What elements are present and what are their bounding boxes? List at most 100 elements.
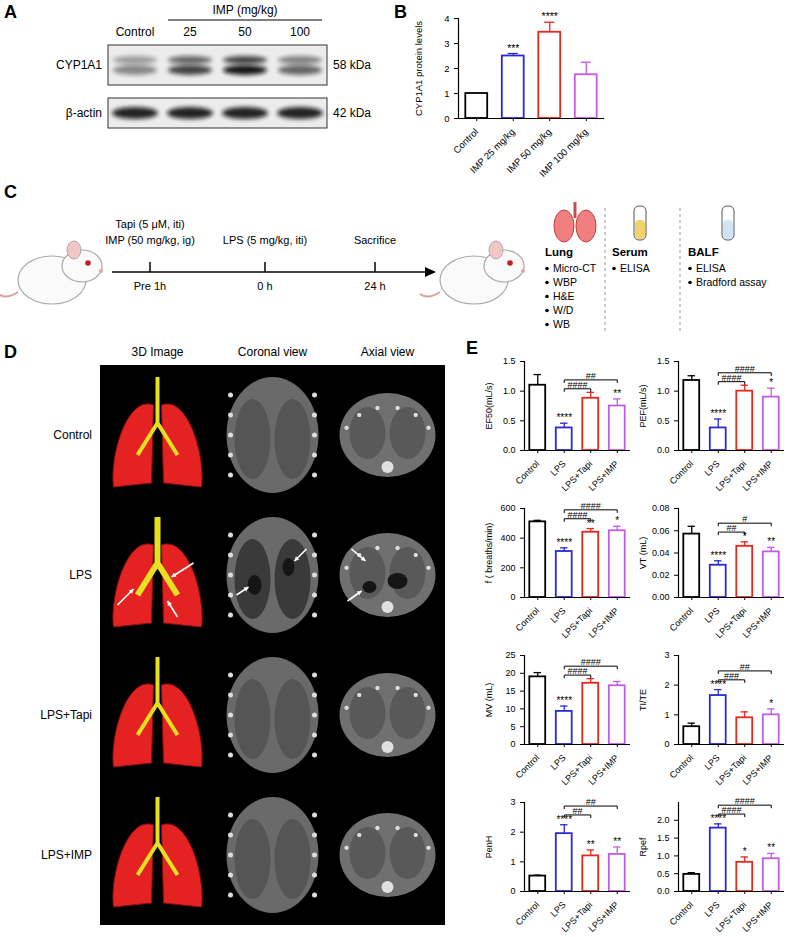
svg-text:LPS: LPS (703, 753, 722, 772)
svg-text:LPS+IMP: LPS+IMP (741, 606, 775, 639)
svg-text:0.5: 0.5 (503, 416, 516, 426)
svg-text:CYP1A1: CYP1A1 (56, 58, 102, 72)
svg-text:LPS: LPS (549, 606, 568, 625)
svg-text:EF50(mL/s): EF50(mL/s) (484, 382, 494, 429)
svg-text:****: **** (556, 695, 572, 706)
svg-text:0 h: 0 h (257, 280, 272, 292)
svg-text:LPS+IMP: LPS+IMP (587, 606, 621, 639)
svg-text:**: ** (613, 836, 621, 847)
svg-text:1: 1 (664, 710, 669, 720)
svg-text:**: ** (613, 388, 621, 399)
svg-text:0: 0 (510, 886, 515, 896)
svg-text:Control: Control (514, 459, 542, 487)
svg-text:Control: Control (668, 753, 696, 781)
svg-text:####: #### (721, 373, 741, 383)
svg-text:####: #### (735, 796, 755, 806)
svg-text:Control: Control (116, 25, 155, 39)
svg-text:3: 3 (510, 797, 515, 807)
svg-text:##: ## (740, 662, 750, 672)
svg-text:Axial view: Axial view (361, 345, 415, 359)
svg-text:1.5: 1.5 (657, 356, 670, 366)
svg-text:MV (mL): MV (mL) (484, 683, 494, 718)
svg-text:Control: Control (668, 606, 696, 634)
svg-text:Control: Control (668, 900, 696, 928)
svg-text:0.00: 0.00 (652, 592, 670, 602)
svg-text:1.0: 1.0 (657, 851, 670, 861)
svg-text:WB: WB (553, 318, 570, 330)
svg-text:####: #### (567, 510, 587, 520)
svg-text:2: 2 (664, 680, 669, 690)
svg-text:LPS+IMP: LPS+IMP (41, 848, 92, 862)
svg-text:24 h: 24 h (364, 280, 385, 292)
svg-text:Control: Control (53, 428, 92, 442)
svg-text:1.0: 1.0 (657, 386, 670, 396)
svg-text:##: ## (586, 371, 596, 381)
svg-text:4: 4 (444, 13, 449, 24)
svg-text:58 kDa: 58 kDa (333, 58, 371, 72)
svg-text:#: # (742, 514, 747, 524)
svg-text:**: ** (587, 839, 595, 850)
svg-text:0.06: 0.06 (652, 526, 670, 536)
svg-text:3: 3 (444, 38, 449, 49)
svg-text:LPS+Tapi: LPS+Tapi (40, 708, 92, 722)
svg-text:25: 25 (183, 25, 197, 39)
svg-text:LPS+IMP: LPS+IMP (741, 900, 775, 933)
svg-text:50: 50 (238, 25, 252, 39)
svg-text:0.02: 0.02 (652, 570, 670, 580)
svg-text:Sacrifice: Sacrifice (354, 234, 396, 246)
svg-text:D: D (4, 342, 17, 362)
svg-text:Control: Control (514, 606, 542, 634)
svg-text:Serum: Serum (612, 246, 648, 258)
svg-text:1: 1 (510, 857, 515, 867)
svg-text:Coronal view: Coronal view (238, 345, 308, 359)
svg-text:5: 5 (510, 722, 515, 732)
svg-text:42 kDa: 42 kDa (333, 106, 371, 120)
svg-text:***: *** (507, 42, 519, 54)
svg-text:LPS: LPS (703, 606, 722, 625)
svg-text:0: 0 (664, 739, 669, 749)
svg-text:C: C (4, 182, 17, 202)
svg-text:0: 0 (444, 113, 449, 124)
svg-text:LPS: LPS (549, 459, 568, 478)
svg-text:****: **** (710, 550, 726, 561)
svg-text:Control: Control (451, 126, 480, 155)
svg-text:LPS: LPS (69, 568, 92, 582)
svg-text:*: * (769, 698, 773, 709)
svg-text:β-actin: β-actin (66, 106, 102, 120)
svg-text:Control: Control (514, 753, 542, 781)
svg-text:LPS+IMP: LPS+IMP (587, 900, 621, 933)
svg-text:Tapi (5 μM, iti): Tapi (5 μM, iti) (115, 218, 184, 230)
svg-text:1.0: 1.0 (503, 386, 516, 396)
svg-text:A: A (4, 2, 17, 22)
svg-text:ELISA: ELISA (620, 262, 650, 274)
svg-text:100: 100 (290, 25, 310, 39)
svg-text:0.0: 0.0 (657, 445, 670, 455)
svg-text:####: #### (735, 364, 755, 374)
svg-text:##: ## (586, 797, 596, 807)
svg-text:*: * (615, 515, 619, 526)
svg-text:*: * (743, 846, 747, 857)
svg-text:H&E: H&E (553, 290, 575, 302)
svg-text:LPS (5 mg/kg, iti): LPS (5 mg/kg, iti) (223, 234, 307, 246)
svg-text:20: 20 (505, 668, 515, 678)
svg-text:2: 2 (510, 827, 515, 837)
svg-text:400: 400 (500, 533, 515, 543)
svg-text:Control: Control (514, 900, 542, 928)
svg-text:###: ### (724, 671, 739, 681)
svg-text:Rpef: Rpef (638, 837, 648, 857)
svg-text:0.0: 0.0 (503, 445, 516, 455)
svg-text:LPS+IMP: LPS+IMP (587, 753, 621, 786)
svg-text:**: ** (767, 842, 775, 853)
svg-text:600: 600 (500, 503, 515, 513)
svg-text:Control: Control (668, 459, 696, 487)
svg-text:Bradford assay: Bradford assay (696, 276, 767, 288)
svg-text:0.5: 0.5 (657, 869, 670, 879)
svg-text:####: #### (567, 666, 587, 676)
svg-text:f ( breaths/min): f ( breaths/min) (484, 523, 494, 584)
svg-text:200: 200 (500, 563, 515, 573)
svg-text:2: 2 (444, 63, 449, 74)
svg-text:WBP: WBP (553, 276, 577, 288)
svg-text:VT (mL): VT (mL) (638, 537, 648, 569)
svg-text:##: ## (572, 806, 582, 816)
svg-text:CYP1A1 protein levels: CYP1A1 protein levels (413, 21, 424, 116)
